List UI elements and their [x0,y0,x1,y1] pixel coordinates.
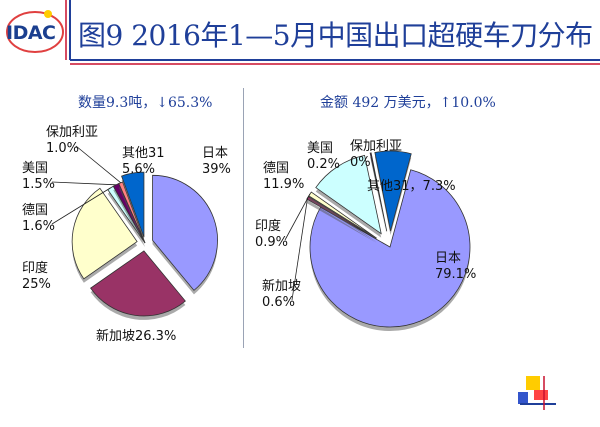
chart-divider [243,88,244,348]
pie-slice-shadow [306,200,377,243]
pie-slice-shadow [118,185,145,247]
pie-slice-shadow [107,190,145,247]
pie-slice-0 [152,174,218,291]
svg-text:25%: 25% [22,277,51,292]
svg-text:保加利亚: 保加利亚 [350,139,402,154]
value-pie-chart: 日本79.1%新加坡0.6%印度0.9%德国11.9%美国0.2%保加利亚0%其… [255,139,476,331]
slice-label-3: 德国1.6% [22,187,111,234]
slice-label-1: 新加坡26.3% [96,328,176,344]
svg-text:39%: 39% [202,162,231,177]
pie-slice-3 [315,154,382,235]
pie-slice-2 [71,187,138,280]
pie-slice-shadow [113,187,145,247]
svg-text:1.0%: 1.0% [46,141,79,156]
leader-line [51,187,111,225]
slice-label-6: 其他31，7.3% [367,179,456,194]
slice-label-4: 美国0.2% [307,141,340,172]
leader-line [291,197,308,301]
svg-text:德国: 德国 [263,161,289,176]
pie-slice-6 [374,150,412,232]
svg-text:德国: 德国 [22,203,48,218]
svg-text:1.5%: 1.5% [22,177,55,192]
svg-text:其他31，7.3%: 其他31，7.3% [367,179,456,194]
svg-text:其他31: 其他31 [122,146,165,161]
pie-slice-1 [90,250,186,317]
svg-text:11.9%: 11.9% [263,177,304,192]
pie-slice-shadow [370,156,387,236]
svg-text:印度: 印度 [22,260,48,276]
svg-text:日本: 日本 [435,251,461,266]
pie-slice-6 [121,171,145,238]
leader-line [51,181,117,186]
svg-text:79.1%: 79.1% [435,267,476,282]
svg-text:印度: 印度 [255,218,281,234]
slice-label-2: 印度0.9% [255,193,311,250]
svg-text:新加坡: 新加坡 [262,278,301,294]
slice-label-4: 美国1.5% [22,161,117,192]
svg-text:保加利亚: 保加利亚 [46,125,98,140]
svg-text:1.6%: 1.6% [22,219,55,234]
pie-slice-4 [369,152,388,232]
leader-line [75,145,121,184]
svg-text:美国: 美国 [307,141,333,156]
svg-text:0%: 0% [350,155,371,170]
left-chart-title: 数量9.3吨，↓65.3% [78,95,213,111]
svg-text:新加坡26.3%: 新加坡26.3% [96,328,176,344]
page-title: 图9 2016年1—5月中国出口超硬车刀分布 [78,19,593,52]
svg-text:0.9%: 0.9% [255,235,288,250]
svg-text:0.2%: 0.2% [307,157,340,172]
idac-logo [6,10,64,53]
svg-text:美国: 美国 [22,161,48,176]
pie-slice-0 [309,169,471,328]
svg-text:5.6%: 5.6% [122,162,155,177]
right-chart-title: 金额 492 万美元，↑10.0% [320,95,496,111]
leader-line [284,193,311,241]
logo-text: IDAC [6,22,56,44]
svg-text:日本: 日本 [202,146,228,161]
pie-slice-shadow [308,196,377,243]
svg-text:0.6%: 0.6% [262,295,295,310]
